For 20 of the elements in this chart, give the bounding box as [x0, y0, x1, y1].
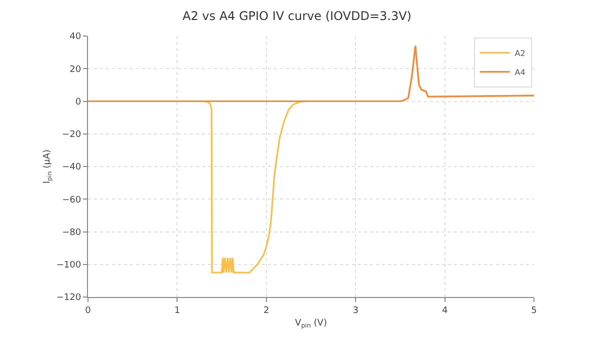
x-tick-label: 0 [85, 306, 92, 316]
x-tick-label: 3 [352, 306, 358, 316]
y-tick-label: −60 [62, 195, 82, 206]
line-series [88, 44, 534, 102]
y-tick-label: −100 [56, 260, 82, 271]
chart-title: A2 vs A4 GPIO IV curve (IOVDD=3.3V) [182, 9, 412, 24]
legend-label: A4 [514, 68, 526, 77]
y-tick-label: 0 [75, 97, 82, 108]
y-tick-label: −20 [62, 130, 82, 140]
y-tick-label: 40 [70, 32, 82, 42]
x-tick-label: 4 [442, 306, 448, 316]
x-tick-label: 2 [264, 306, 270, 316]
x-tick-label: 1 [174, 306, 180, 316]
x-tick-label: 5 [531, 306, 537, 316]
x-axis-title: V$_{pin}$ (V) [295, 318, 327, 330]
y-tick-label: −120 [56, 293, 82, 304]
legend-label: A2 [514, 48, 526, 58]
y-tick-label: 20 [70, 64, 82, 75]
y-tick-label: −80 [62, 228, 82, 238]
y-tick-label: −40 [62, 162, 82, 173]
